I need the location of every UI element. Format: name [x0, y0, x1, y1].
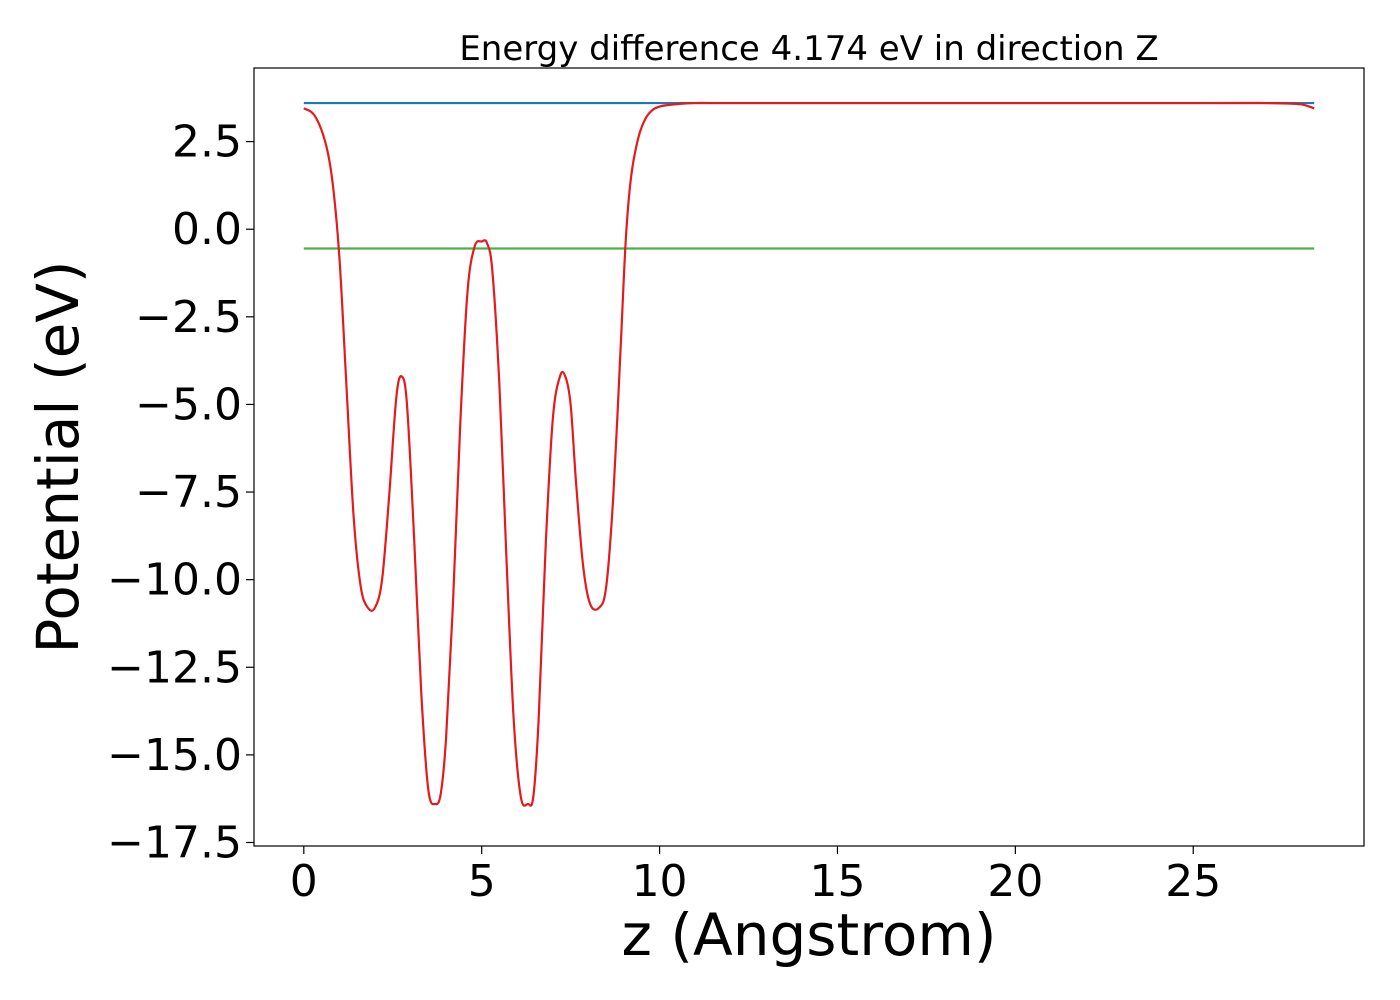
- x-axis-ticks: 0 5 10 15 20 25: [290, 846, 1221, 907]
- x-tick-label: 5: [468, 856, 496, 907]
- y-tick-label: −12.5: [107, 642, 242, 693]
- y-tick-label: −17.5: [107, 817, 242, 868]
- series-line-2: [303, 101, 1315, 807]
- x-tick-label: 0: [290, 856, 318, 907]
- y-tick-label: −15.0: [107, 730, 242, 781]
- y-tick-label: −2.5: [135, 292, 242, 343]
- y-tick-label: 2.5: [172, 117, 242, 168]
- x-tick-label: 15: [809, 856, 865, 907]
- y-axis-ticks: 2.5 0.0 −2.5 −5.0 −7.5 −10.0 −12.5 −15.0 −17.5: [107, 117, 254, 868]
- x-tick-label: 20: [987, 856, 1043, 907]
- y-tick-label: 0.0: [172, 204, 242, 255]
- chart-title: Energy difference 4.174 eV in direction …: [459, 29, 1158, 69]
- y-tick-label: −7.5: [135, 467, 242, 518]
- y-axis-label: Potential (eV): [24, 260, 92, 653]
- x-axis-label: z (Angstrom): [622, 901, 997, 969]
- plot-frame: [253, 67, 1365, 847]
- y-tick-label: −5.0: [135, 379, 242, 430]
- series-layer: [303, 101, 1315, 807]
- y-tick-label: −10.0: [107, 555, 242, 606]
- x-tick-label: 10: [632, 856, 688, 907]
- x-tick-label: 25: [1165, 856, 1221, 907]
